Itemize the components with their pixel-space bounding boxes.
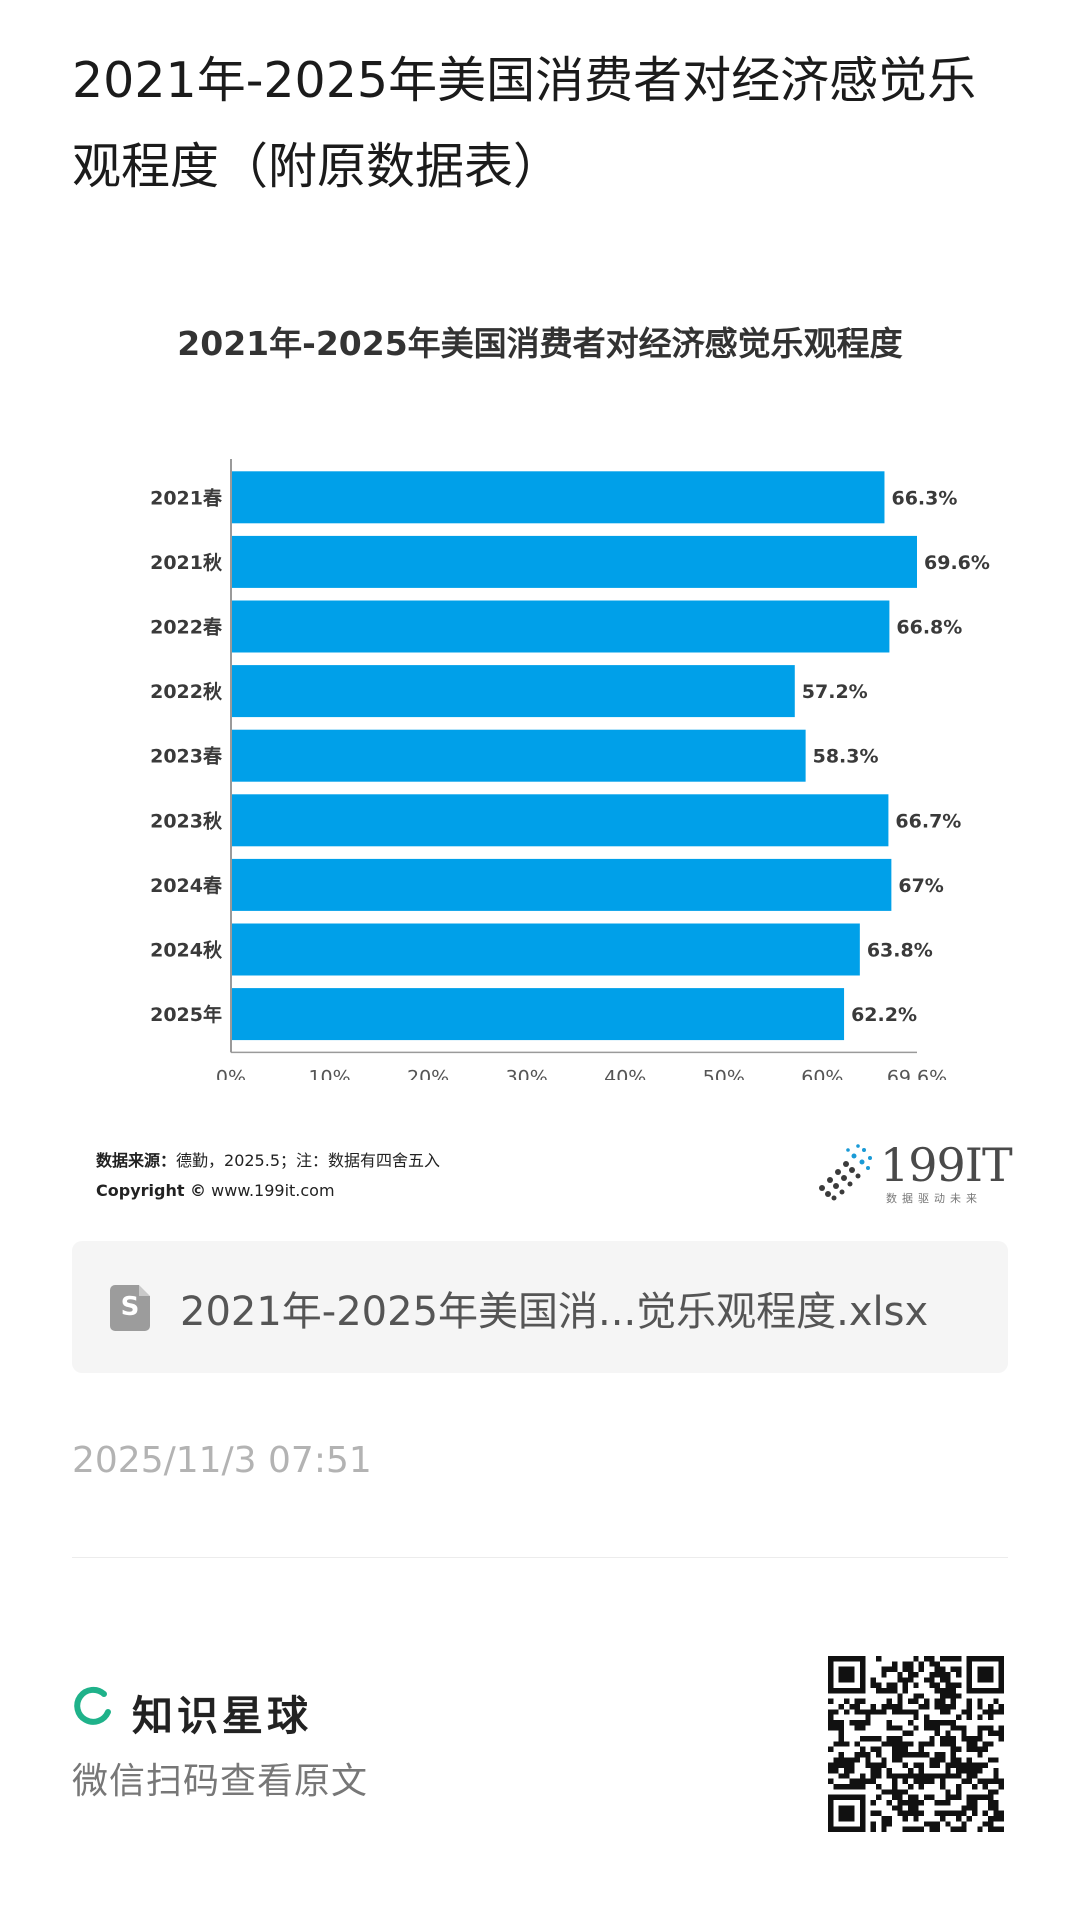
attachment-file-name: 2021年-2025年美国消...觉乐观程度.xlsx bbox=[180, 1289, 929, 1335]
source-label: 数据来源： bbox=[96, 1151, 177, 1170]
value-label: 62.2% bbox=[851, 1004, 917, 1026]
copyright-label: Copyright © bbox=[96, 1181, 207, 1200]
brand-name: 知识星球 bbox=[132, 1692, 312, 1740]
bar-2025年 bbox=[231, 988, 845, 1041]
category-label: 2025年 bbox=[150, 1003, 222, 1026]
x-tick-label: 10% bbox=[308, 1066, 350, 1080]
bar-2021春 bbox=[231, 471, 885, 524]
category-label: 2022春 bbox=[150, 616, 222, 639]
chart-source-note: 数据来源：德勤，2025.5；注：数据有四舍五入 Copyright © www… bbox=[96, 1146, 440, 1206]
chart-container: 2021年-2025年美国消费者对经济感觉乐观程度 2021春 66.3% 2021… bbox=[72, 300, 1008, 1230]
x-tick-label: 30% bbox=[506, 1066, 548, 1080]
file-icon-letter: S bbox=[120, 1292, 140, 1322]
chart-title: 2021年-2025年美国消费者对经济感觉乐观程度 bbox=[177, 324, 902, 363]
value-label: 66.7% bbox=[895, 810, 961, 832]
category-label: 2024秋 bbox=[150, 939, 223, 962]
value-label: 67% bbox=[898, 875, 943, 897]
value-label: 66.3% bbox=[891, 487, 957, 509]
category-label: 2021秋 bbox=[150, 551, 223, 574]
category-label: 2023春 bbox=[150, 745, 222, 768]
qr-code[interactable] bbox=[828, 1656, 1004, 1832]
bar-2024春 bbox=[231, 858, 892, 911]
scan-instruction: 微信扫码查看原文 bbox=[72, 1761, 369, 1802]
category-label: 2021春 bbox=[150, 486, 222, 509]
x-tick-label: 0% bbox=[216, 1066, 246, 1080]
x-tick-label: 69.6% bbox=[887, 1066, 947, 1080]
x-tick-label: 20% bbox=[407, 1066, 449, 1080]
divider bbox=[72, 1557, 1008, 1558]
x-tick-label: 40% bbox=[604, 1066, 646, 1080]
bar-2023春 bbox=[231, 729, 806, 782]
copyright-site: www.199it.com bbox=[211, 1181, 335, 1200]
logo-tagline: 数据驱动未来 bbox=[886, 1192, 982, 1205]
x-tick-label: 50% bbox=[703, 1066, 745, 1080]
logo-text: 199IT bbox=[880, 1138, 1013, 1192]
post-title: 2021年-2025年美国消费者对经济感觉乐观程度（附原数据表） bbox=[72, 52, 977, 195]
post-timestamp: 2025/11/3 07:51 bbox=[72, 1440, 372, 1481]
bar-2024秋 bbox=[231, 923, 860, 976]
value-label: 69.6% bbox=[924, 552, 990, 574]
logo-dots-icon bbox=[819, 1144, 872, 1201]
category-label: 2022秋 bbox=[150, 680, 223, 703]
bar-2023秋 bbox=[231, 794, 889, 847]
category-label: 2023秋 bbox=[150, 809, 223, 832]
zsxq-logo-icon bbox=[74, 1686, 111, 1725]
bar-chart: 2021年-2025年美国消费者对经济感觉乐观程度 2021春 66.3% 2021… bbox=[150, 324, 990, 1080]
x-tick-label: 60% bbox=[801, 1066, 843, 1080]
category-label: 2024春 bbox=[150, 874, 222, 897]
value-label: 58.3% bbox=[813, 746, 879, 768]
199it-logo: 199IT 数据驱动未来 bbox=[808, 1138, 1013, 1208]
spreadsheet-file-icon: S bbox=[110, 1285, 150, 1331]
bar-2022秋 bbox=[231, 665, 795, 718]
bar-2021秋 bbox=[231, 535, 917, 588]
attachment-file-card[interactable]: S 2021年-2025年美国消...觉乐观程度.xlsx bbox=[72, 1241, 1008, 1373]
value-label: 57.2% bbox=[802, 681, 868, 703]
source-text: 德勤，2025.5；注：数据有四舍五入 bbox=[176, 1151, 441, 1170]
value-label: 66.8% bbox=[896, 617, 962, 639]
value-label: 63.8% bbox=[867, 940, 933, 962]
bar-2022春 bbox=[231, 600, 890, 653]
